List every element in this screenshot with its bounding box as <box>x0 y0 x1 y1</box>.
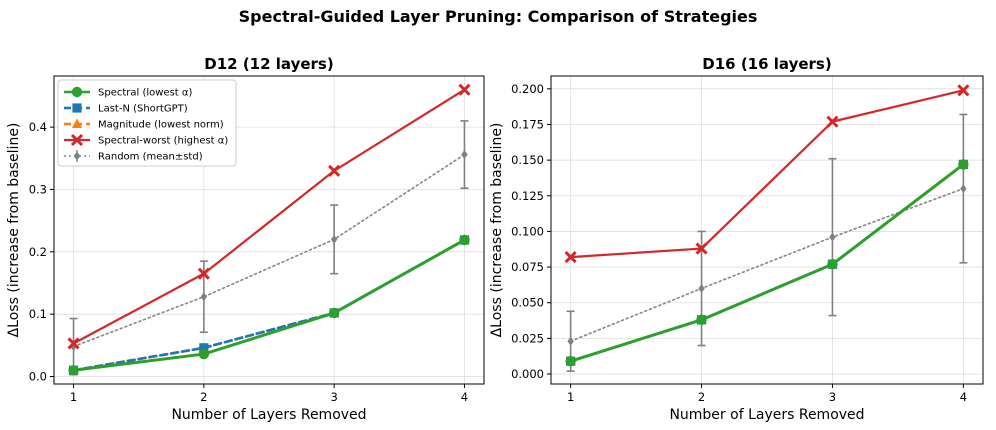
data-point <box>564 251 577 264</box>
series-random <box>566 113 968 372</box>
x-tick-label: 2 <box>200 390 207 404</box>
legend: Spectral (lowest α) Last-N (ShortGPT) Magn… <box>57 79 237 167</box>
y-tick-label: 0.075 <box>511 260 544 274</box>
data-point <box>957 84 970 97</box>
y-tick-label: 0.050 <box>511 296 544 310</box>
x-tick-label: 4 <box>461 390 468 404</box>
series-line <box>72 88 466 345</box>
chart-d16: D16 (16 layers) 0.000 0.025 0.050 0.075 0.100… <box>489 55 984 423</box>
x-tick-label: 2 <box>698 390 705 404</box>
legend-label: Random (mean±std) <box>98 152 203 163</box>
y-tick-label: 0.2 <box>29 245 47 259</box>
legend-item: Spectral-worst (highest α) <box>64 133 228 147</box>
data-point <box>197 267 210 280</box>
x-tick-label: 3 <box>330 390 337 404</box>
y-tick-label: 0.100 <box>511 224 544 238</box>
series-line <box>569 162 965 363</box>
data-point <box>958 159 969 170</box>
chart-title: D16 (16 layers) <box>702 55 831 73</box>
y-tick-label: 0.200 <box>511 82 544 96</box>
chart-title: D12 (12 layers) <box>204 55 333 73</box>
y-tick-label: 0.150 <box>511 153 544 167</box>
x-tick-label: 4 <box>960 390 967 404</box>
data-point <box>68 365 79 376</box>
grid <box>551 76 983 384</box>
series-line <box>72 238 466 372</box>
data-point <box>459 234 470 246</box>
series-lastn <box>68 235 470 375</box>
data-point <box>696 314 707 326</box>
series-spectral <box>565 159 969 367</box>
series-line <box>72 153 466 348</box>
legend-item: Spectral (lowest α) <box>64 86 192 99</box>
y-tick-label: 0.125 <box>511 189 544 203</box>
data-point <box>698 283 705 293</box>
data-point <box>328 307 340 319</box>
data-point <box>200 292 208 302</box>
data-point <box>328 164 341 177</box>
data-point <box>695 242 708 255</box>
y-axis-label: ΔLoss (increase from baseline) <box>6 123 22 338</box>
legend-marker <box>70 133 84 147</box>
data-point <box>461 150 468 160</box>
data-point <box>565 355 576 367</box>
y-tick-label: 0.000 <box>511 367 544 381</box>
x-axis-label: Number of Layers Removed <box>171 407 366 423</box>
legend-marker <box>72 118 82 128</box>
data-point <box>199 343 209 353</box>
series-magnitude <box>68 234 470 375</box>
legend-label: Magnitude (lowest norm) <box>98 120 224 131</box>
data-point <box>826 115 839 128</box>
legend-item: Random (mean±std) <box>64 150 203 163</box>
series-worst <box>564 84 970 264</box>
data-point <box>829 232 836 242</box>
data-point <box>827 259 838 270</box>
data-point <box>960 184 967 194</box>
figure-title: Spectral-Guided Layer Pruning: Compariso… <box>239 7 758 26</box>
data-point <box>330 234 338 244</box>
legend-label: Spectral (lowest α) <box>98 88 192 99</box>
x-axis-label: Number of Layers Removed <box>669 407 864 423</box>
legend-marker <box>71 86 83 98</box>
legend-label: Spectral-worst (highest α) <box>98 136 228 147</box>
y-tick-label: 0.1 <box>29 307 47 321</box>
data-point <box>67 337 80 350</box>
series-line <box>569 187 965 343</box>
legend-label: Last-N (ShortGPT) <box>98 104 188 115</box>
plot-frame <box>550 75 984 385</box>
series-line <box>72 238 466 372</box>
x-tick-label: 3 <box>829 390 836 404</box>
x-tick-label: 1 <box>70 390 77 404</box>
x-tick-label: 1 <box>567 390 574 404</box>
y-axis-label: ΔLoss (increase from baseline) <box>489 123 505 338</box>
y-tick-label: 0.025 <box>511 331 544 345</box>
data-point <box>567 336 574 346</box>
legend-marker <box>73 151 81 161</box>
y-tick-label: 0.4 <box>29 120 47 134</box>
series-spectral <box>68 234 470 376</box>
legend-item: Last-N (ShortGPT) <box>64 103 188 115</box>
series-line <box>72 238 466 372</box>
data-point <box>458 83 471 96</box>
series-worst <box>67 83 471 350</box>
y-tick-label: 0.175 <box>511 117 544 131</box>
legend-item: Magnitude (lowest norm) <box>64 118 224 131</box>
y-tick-label: 0.3 <box>29 182 47 196</box>
plot-frame <box>53 75 485 385</box>
legend-box <box>57 79 237 167</box>
legend-marker <box>72 103 82 113</box>
data-point <box>198 348 210 360</box>
chart-d12: D12 (12 layers) 0.0 0.1 0.2 0.3 0.4 1 2 3 4 Number… <box>6 55 485 423</box>
series-line <box>569 89 965 259</box>
y-tick-label: 0.0 <box>29 370 47 384</box>
